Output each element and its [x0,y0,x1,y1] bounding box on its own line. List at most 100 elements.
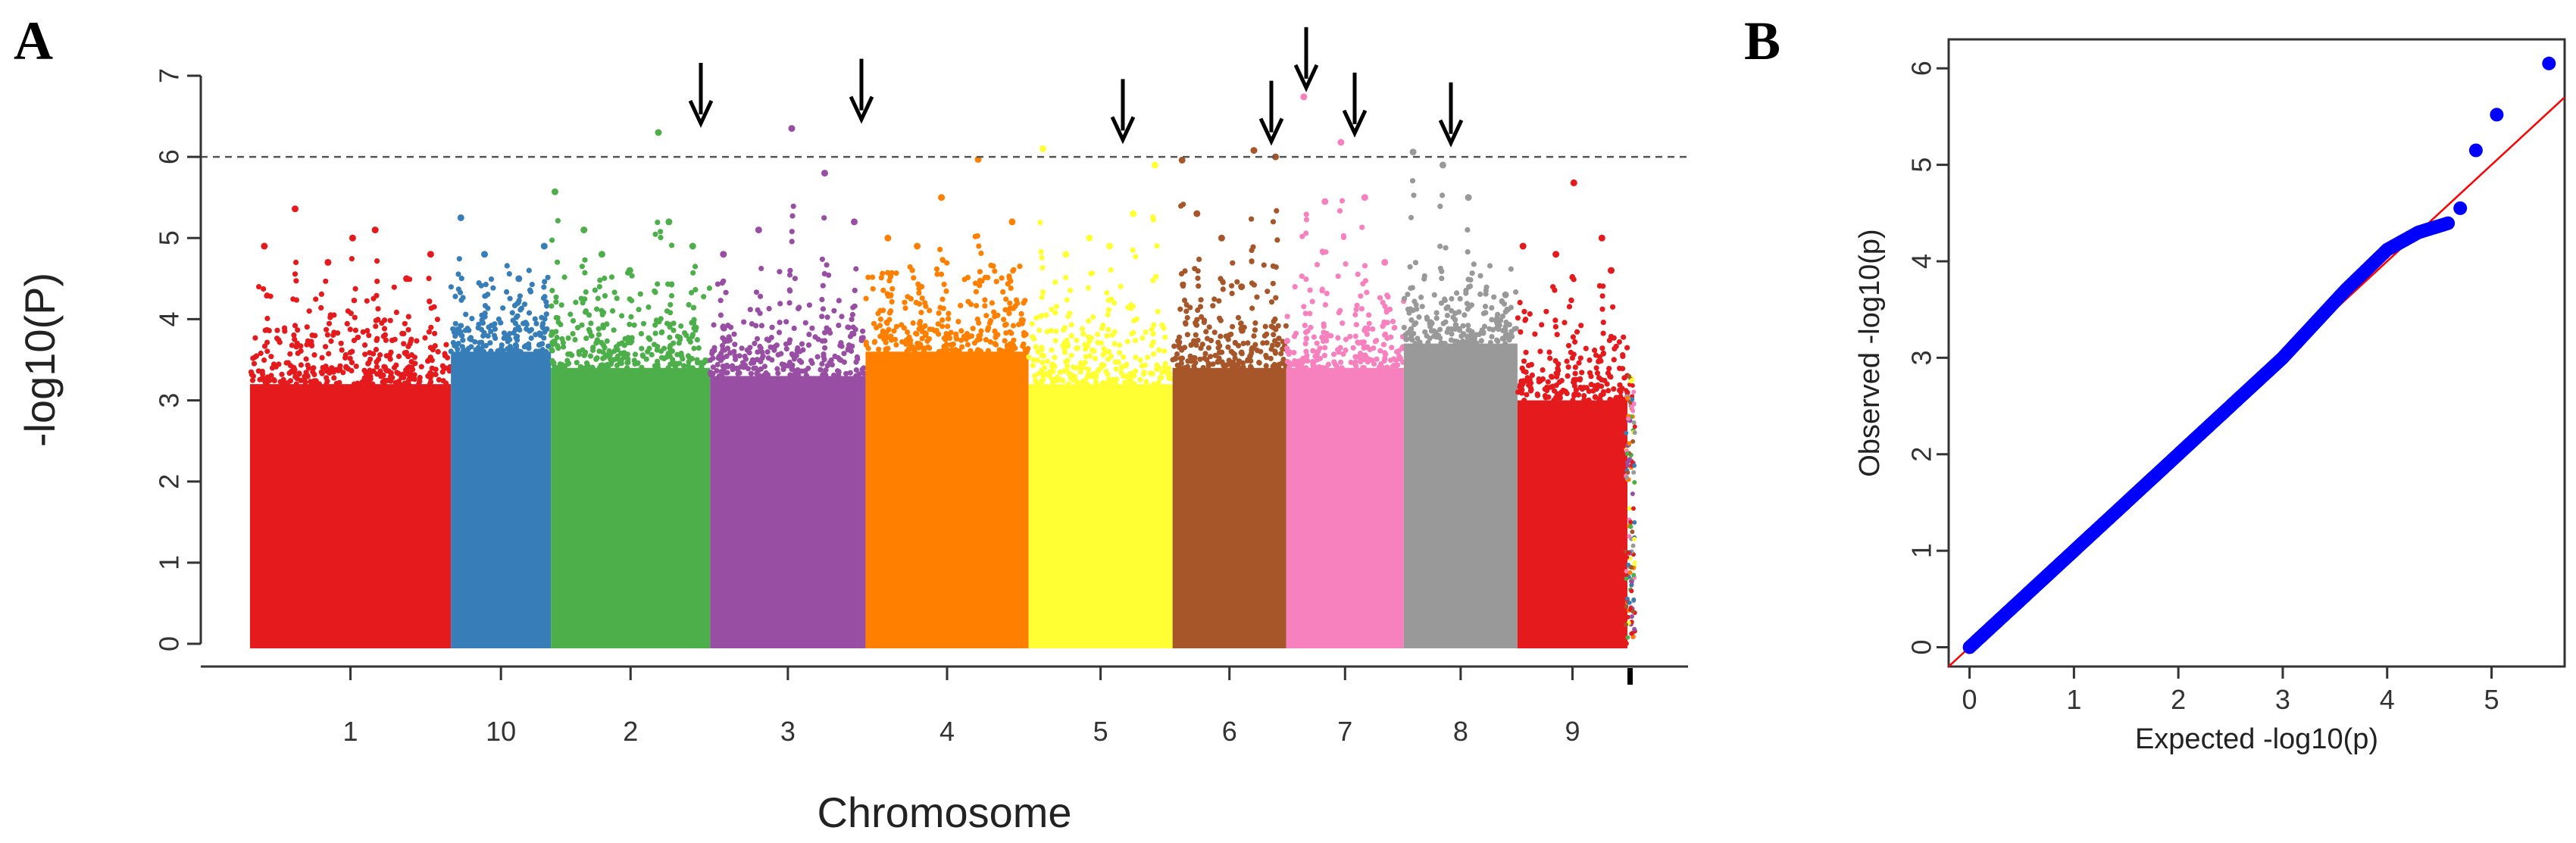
snp-point [1007,300,1013,306]
snp-point [1068,352,1074,358]
snp-point [1624,475,1630,480]
snp-point [427,354,433,361]
chromosome-3-dense-band [710,376,866,648]
snp-point [714,367,720,374]
snp-point [453,343,459,349]
snp-point [1391,325,1397,331]
snp-point [289,342,295,348]
snp-point [978,328,984,334]
snp-point [753,289,760,295]
snp-point [1408,214,1415,220]
snp-point [434,317,441,323]
snp-point [507,343,514,350]
snp-point [1033,315,1039,321]
snp-point [628,314,634,320]
snp-point [959,344,965,350]
snp-point [1502,323,1508,329]
snp-point [1495,338,1501,344]
snp-point [611,289,617,295]
snp-point [899,322,905,328]
snp-point [911,348,918,354]
snp-point [1177,345,1183,351]
snp-point [1524,375,1530,381]
snp-point [446,368,452,374]
snp-point [1380,365,1386,371]
snp-point [324,326,330,333]
snp-point [1192,266,1198,272]
snp-point [1627,534,1632,539]
snp-point [941,336,947,342]
snp-point [1577,355,1583,361]
snp-point [1529,372,1535,378]
snp-point [580,300,586,306]
snp-point [803,373,809,379]
snp-point [1449,331,1455,337]
snp-point [731,348,737,354]
snp-point [583,336,589,342]
snp-point [692,264,699,270]
x-axis-title: Chromosome [817,788,1071,836]
snp-point [304,324,310,330]
snp-point [1389,345,1395,351]
snp-point [953,333,959,340]
snp-point [487,340,493,346]
snp-point [488,329,494,335]
snp-point [352,314,358,320]
peak-point [914,242,921,250]
snp-point [1489,333,1495,340]
snp-point [1627,441,1632,446]
snp-point [602,354,608,361]
snp-point [731,331,737,337]
snp-point [1245,340,1251,346]
snp-point [1630,543,1636,548]
snp-point [1053,328,1059,334]
snp-point [1366,320,1372,326]
peak-arrow [1438,82,1464,148]
snp-point [1039,294,1045,300]
snp-point [1052,310,1058,316]
snp-point [1232,340,1239,346]
snp-point [361,367,367,373]
snp-point [366,333,372,339]
snp-point [1630,614,1634,619]
snp-point [418,364,424,370]
snp-point [919,295,925,301]
snp-point [1540,376,1546,382]
snp-point [940,258,946,264]
snp-point [968,333,974,339]
snp-point [1632,479,1637,485]
snp-point [1405,292,1411,298]
snp-point [564,357,571,364]
snp-point [1220,286,1226,292]
snp-point [973,289,979,295]
snp-point [1384,364,1390,370]
snp-point [978,250,984,256]
y-tick-label: 4 [1906,254,1937,269]
snp-point [1364,344,1370,350]
snp-point [719,342,726,348]
snp-point [689,365,696,371]
snp-point [1041,353,1047,359]
snp-point [294,376,300,382]
snp-point [860,328,866,334]
snp-point [1575,392,1581,398]
snp-point [1017,264,1023,270]
snp-point [490,285,496,291]
chromosome-5-dense-band [1028,384,1173,648]
snp-point [830,372,837,379]
snp-point [1239,365,1245,371]
snp-point [1251,333,1257,339]
snp-point [1270,219,1277,225]
snp-point [331,375,337,381]
snp-point [1339,198,1346,204]
chromosome-10-points [448,214,552,648]
snp-point [427,345,434,351]
snp-point [1139,363,1145,369]
snp-point [1437,243,1443,249]
panel-a-label: A [14,11,53,71]
snp-point [1192,354,1198,361]
snp-point [478,326,485,333]
snp-point [1039,265,1046,271]
snp-point [426,329,433,335]
